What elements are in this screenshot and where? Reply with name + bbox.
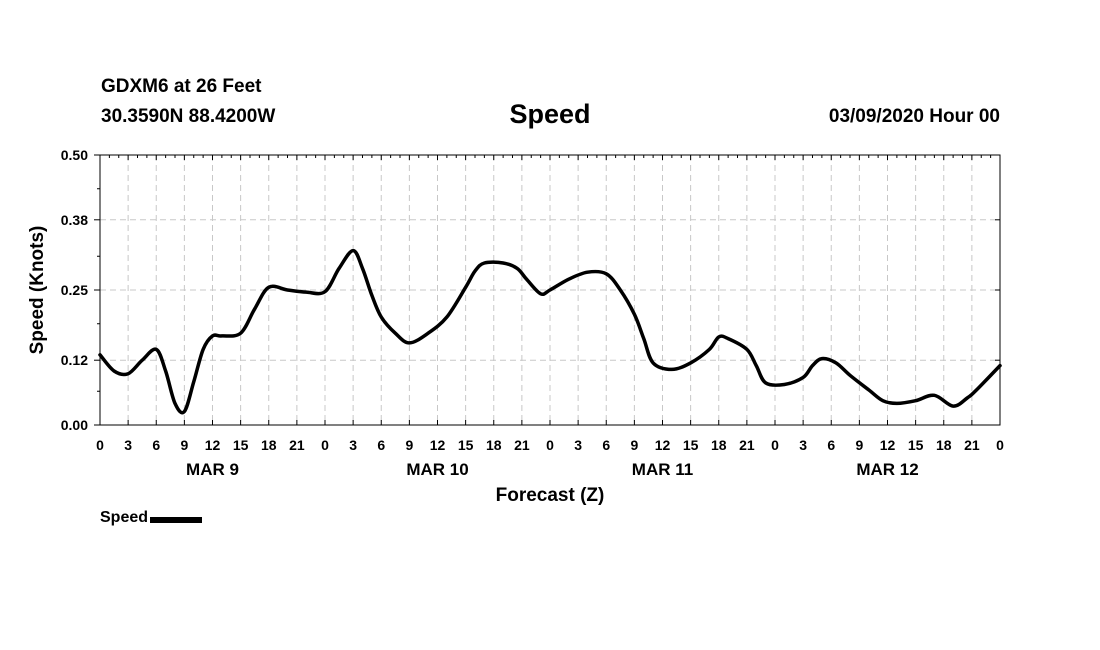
x-tick-label: 6 — [152, 437, 160, 453]
x-tick-label: 21 — [514, 437, 530, 453]
x-tick-label: 3 — [799, 437, 807, 453]
x-tick-label: 6 — [827, 437, 835, 453]
x-tick-label: 0 — [771, 437, 779, 453]
legend-label: Speed — [100, 509, 149, 526]
x-tick-label: 0 — [96, 437, 104, 453]
x-tick-label: 12 — [430, 437, 446, 453]
forecast-datetime: 03/09/2020 Hour 00 — [828, 106, 1000, 127]
x-tick-label: 21 — [964, 437, 980, 453]
x-tick-label: 12 — [655, 437, 671, 453]
x-tick-label: 15 — [233, 437, 249, 453]
x-tick-label: 6 — [602, 437, 610, 453]
day-label: MAR 11 — [632, 460, 693, 479]
x-tick-label: 12 — [205, 437, 221, 453]
x-tick-label: 21 — [739, 437, 755, 453]
y-tick-label: 0.25 — [61, 282, 88, 298]
x-tick-label: 9 — [180, 437, 188, 453]
y-tick-label: 0.12 — [61, 352, 88, 368]
day-label: MAR 10 — [406, 460, 468, 479]
speed-series-line — [98, 248, 1002, 415]
y-axis-title: Speed (Knots) — [27, 226, 48, 355]
x-tick-label: 9 — [630, 437, 638, 453]
day-label: MAR 9 — [186, 460, 239, 479]
x-tick-label: 0 — [321, 437, 329, 453]
x-tick-label: 6 — [377, 437, 385, 453]
y-tick-label: 0.50 — [61, 147, 88, 163]
x-tick-label: 15 — [908, 437, 924, 453]
x-tick-label: 3 — [124, 437, 132, 453]
y-tick-label: 0.38 — [61, 212, 88, 228]
station-label: GDXM6 at 26 Feet — [101, 76, 262, 97]
x-tick-label: 12 — [880, 437, 896, 453]
x-tick-label: 18 — [486, 437, 502, 453]
x-axis-title: Forecast (Z) — [496, 485, 605, 506]
legend-line-swatch — [150, 517, 203, 523]
y-tick-label: 0.00 — [61, 417, 88, 433]
x-tick-label: 3 — [574, 437, 582, 453]
x-tick-label: 0 — [546, 437, 554, 453]
chart-title: Speed — [509, 99, 591, 129]
x-tick-label: 0 — [996, 437, 1004, 453]
x-tick-label: 15 — [458, 437, 474, 453]
x-tick-label: 18 — [936, 437, 952, 453]
day-label: MAR 12 — [856, 460, 918, 479]
coordinates-label: 30.3590N 88.4200W — [101, 106, 276, 127]
x-tick-label: 9 — [405, 437, 413, 453]
x-tick-label: 18 — [261, 437, 277, 453]
x-tick-label: 18 — [711, 437, 727, 453]
x-tick-label: 3 — [349, 437, 357, 453]
legend: Speed — [100, 509, 203, 527]
x-tick-label: 9 — [855, 437, 863, 453]
x-tick-label: 21 — [289, 437, 305, 453]
x-tick-label: 15 — [683, 437, 699, 453]
